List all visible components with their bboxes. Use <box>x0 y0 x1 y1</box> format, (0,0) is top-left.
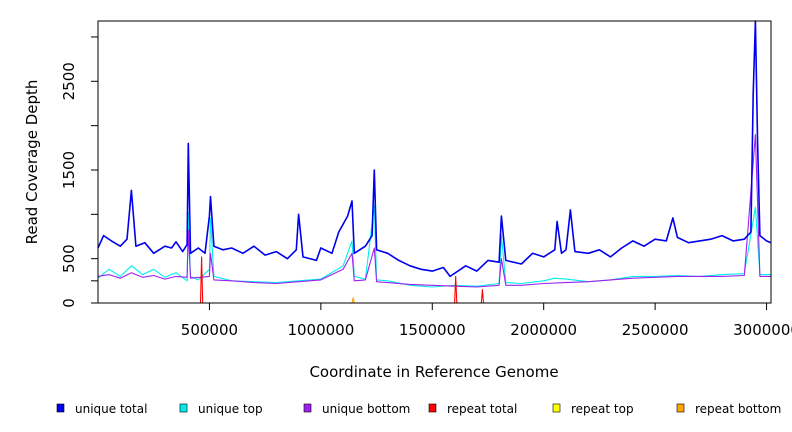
x-axis: 500000 1000000 1500000 2000000 2500000 300000… <box>181 303 792 339</box>
x-tick-label: 2000000 <box>510 321 577 339</box>
y-axis-label: Read Coverage Depth <box>23 80 41 245</box>
series-line-unique-bottom <box>97 133 771 288</box>
series-line-unique-total <box>97 20 772 278</box>
series-line-repeat-total <box>98 256 771 304</box>
x-axis-label: Coordinate in Reference Genome <box>309 363 558 381</box>
legend-swatch <box>676 403 685 413</box>
legend: unique total unique top unique bottom repea… <box>56 402 781 416</box>
legend-label: repeat top <box>571 402 634 416</box>
legend-label: unique total <box>75 402 147 416</box>
legend-swatch <box>179 403 188 413</box>
y-tick-label: 1500 <box>60 151 78 189</box>
legend-swatch <box>303 403 312 413</box>
y-axis: 0 500 1500 2500 <box>60 36 98 308</box>
plot-frame <box>97 20 772 304</box>
series-line-unique-top <box>97 204 771 288</box>
x-tick-label: 500000 <box>181 321 238 339</box>
legend-swatch <box>56 403 65 413</box>
x-tick-label: 1500000 <box>399 321 466 339</box>
y-tick-label: 0 <box>60 298 78 308</box>
legend-label: unique bottom <box>322 402 410 416</box>
legend-label: repeat bottom <box>695 402 781 416</box>
legend-swatch <box>552 403 561 413</box>
legend-label: repeat total <box>447 402 517 416</box>
y-tick-label: 500 <box>60 244 78 273</box>
legend-swatch <box>428 403 437 413</box>
x-tick-label: 1000000 <box>287 321 354 339</box>
legend-label: unique top <box>198 402 263 416</box>
series-line-repeat-bottom <box>98 297 771 304</box>
series-layer <box>97 20 772 304</box>
x-tick-label: 2500000 <box>622 321 689 339</box>
y-tick-label: 2500 <box>60 62 78 100</box>
